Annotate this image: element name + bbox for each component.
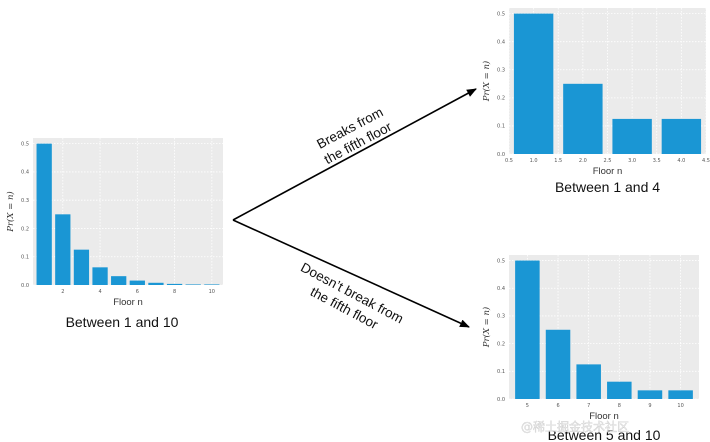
y-tick-label: 0.0 <box>497 397 505 403</box>
x-tick-label: 6 <box>136 289 139 295</box>
bar <box>204 284 220 285</box>
x-tick-label: 3.0 <box>628 158 636 164</box>
x-tick-label: 10 <box>209 289 215 295</box>
y-tick-label: 0.1 <box>497 124 505 130</box>
x-axis-label: Floor n <box>113 297 143 308</box>
chart-top-right: 0.0 0.1 0.2 0.3 0.4 0.5 0.5 1.0 1.5 2.0 2.5 3.0 3.5 4… <box>481 8 710 195</box>
bar <box>607 381 632 399</box>
arrow-bottom <box>232 219 470 328</box>
x-tick-label: 4.5 <box>702 158 710 164</box>
x-tick-label: 5 <box>526 403 529 409</box>
x-tick-label: 7 <box>587 403 590 409</box>
chart-caption: Between 1 and 4 <box>555 179 660 195</box>
chart-left: 0.0 0.1 0.2 0.3 0.4 0.5 2 4 6 8 10 Floor n Pr(X = n)… <box>5 138 223 330</box>
bar <box>111 276 127 285</box>
x-tick-label: 8 <box>173 289 176 295</box>
bar <box>637 390 663 399</box>
x-tick-label: 4.0 <box>677 158 685 164</box>
y-tick-label: 0.5 <box>21 141 29 147</box>
y-tick-label: 0.4 <box>497 286 505 292</box>
x-axis-label: Floor n <box>589 411 619 422</box>
chart-bottom-right: 0.0 0.1 0.2 0.3 0.4 0.5 5 6 7 8 9 10 Floor n Pr(X = n… <box>481 255 699 442</box>
arrow-top <box>232 88 477 221</box>
x-tick-label: 1.5 <box>554 158 562 164</box>
bar <box>73 249 90 285</box>
x-tick-label: 9 <box>648 403 651 409</box>
y-axis-label: Pr(X = n) <box>5 191 16 232</box>
bar <box>129 280 145 285</box>
x-tick-label: 1.0 <box>530 158 538 164</box>
y-tick-label: 0.1 <box>21 255 29 261</box>
bar <box>563 83 603 154</box>
plot-area <box>509 255 699 399</box>
bar <box>513 13 554 154</box>
bar <box>515 260 540 399</box>
x-tick-label: 10 <box>677 403 683 409</box>
y-tick-label: 0.3 <box>21 198 29 204</box>
y-tick-label: 0.2 <box>497 96 505 102</box>
y-axis-label: Pr(X = n) <box>481 61 492 102</box>
bar <box>545 329 571 399</box>
y-tick-label: 0.1 <box>497 369 505 375</box>
bar <box>185 284 201 285</box>
x-tick-label: 0.5 <box>505 158 513 164</box>
bar <box>661 118 702 154</box>
x-tick-label: 4 <box>98 289 101 295</box>
y-tick-label: 0.4 <box>497 39 505 45</box>
branch-label-top: Breaks from the fifth floor <box>314 104 394 167</box>
y-tick-label: 0.4 <box>21 170 29 176</box>
x-tick-label: 2.5 <box>604 158 612 164</box>
chart-caption: Between 5 and 10 <box>548 427 661 442</box>
bar <box>668 390 693 399</box>
y-tick-label: 0.5 <box>497 11 505 17</box>
x-tick-label: 6 <box>556 403 559 409</box>
bar <box>166 283 183 285</box>
y-tick-label: 0.2 <box>497 341 505 347</box>
x-tick-label: 2 <box>61 289 64 295</box>
y-tick-label: 0.0 <box>21 283 29 289</box>
y-tick-label: 0.3 <box>497 314 505 320</box>
bar <box>576 364 601 399</box>
y-tick-label: 0.5 <box>497 258 505 264</box>
x-tick-label: 2.0 <box>579 158 587 164</box>
y-tick-label: 0.0 <box>497 152 505 158</box>
bar <box>36 143 52 285</box>
y-axis-label: Pr(X = n) <box>481 307 492 348</box>
x-tick-label: 8 <box>618 403 621 409</box>
x-axis-label: Floor n <box>593 166 623 177</box>
bar <box>92 267 108 285</box>
bar <box>612 118 652 154</box>
y-tick-label: 0.2 <box>21 226 29 232</box>
watermark: @稀土掘金技术社区 <box>521 419 629 434</box>
chart-caption: Between 1 and 10 <box>66 314 179 330</box>
bar <box>148 282 164 285</box>
y-tick-label: 0.3 <box>497 68 505 74</box>
x-tick-label: 3.5 <box>653 158 661 164</box>
bar <box>55 214 71 285</box>
